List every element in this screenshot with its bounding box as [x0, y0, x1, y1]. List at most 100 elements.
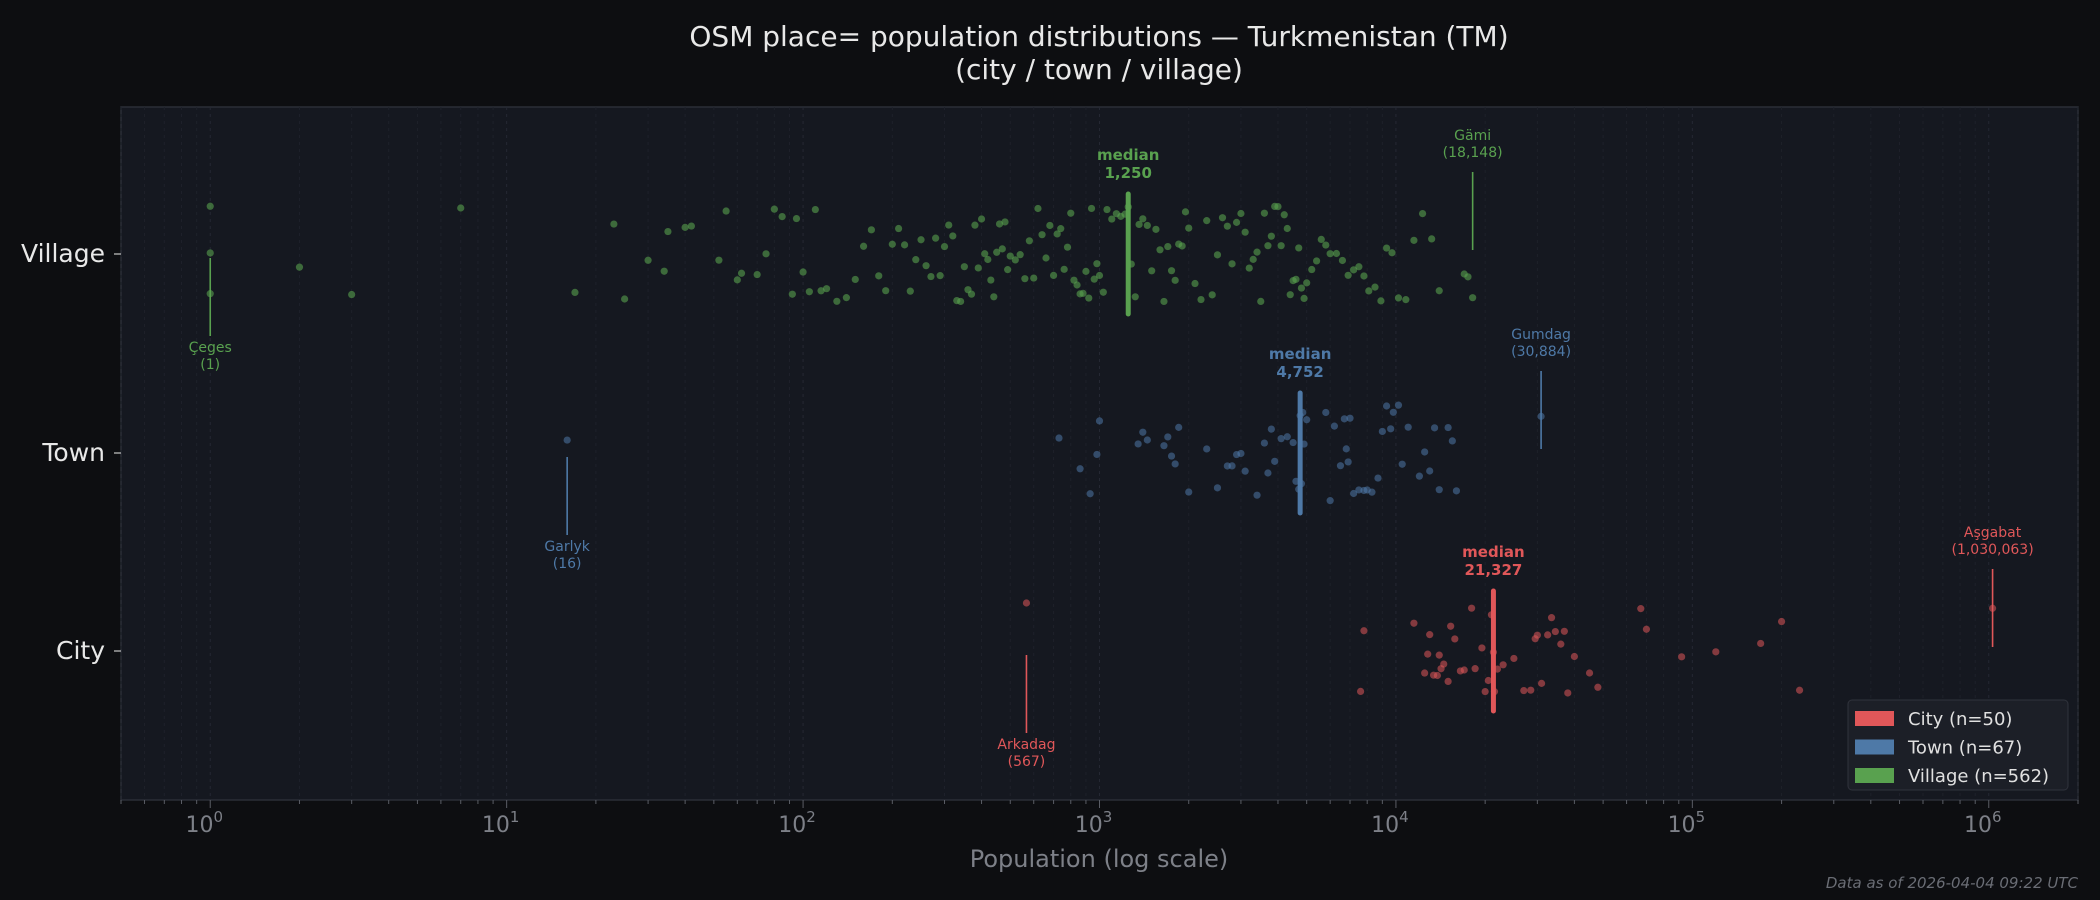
town-point [1346, 414, 1354, 422]
village-point [1181, 208, 1190, 216]
town-point [1241, 467, 1249, 475]
village-point [1402, 296, 1410, 304]
village-point [977, 215, 986, 223]
x-tick-label: 103 [1075, 808, 1113, 838]
village-point [621, 295, 629, 303]
village-point [1139, 215, 1147, 223]
village-point [687, 222, 695, 230]
village-point [1042, 254, 1050, 262]
village-point [1034, 204, 1042, 213]
town-point [1415, 472, 1423, 480]
village-point [1326, 250, 1334, 258]
village-point [778, 212, 786, 221]
village-point [1046, 221, 1054, 230]
village-point [1223, 222, 1231, 230]
town-point [1398, 460, 1406, 468]
village-point [981, 250, 989, 258]
village-point [917, 236, 925, 244]
village-point [1350, 266, 1358, 274]
town-point [1228, 462, 1236, 470]
village-max-value: (18,148) [1443, 145, 1503, 161]
city-point [1447, 622, 1455, 630]
city-point [1440, 660, 1448, 668]
city-max-value: (1,030,063) [1951, 542, 2033, 558]
village-point [957, 297, 965, 306]
village-point [660, 267, 668, 275]
village-point [1004, 266, 1012, 274]
village-point [1060, 265, 1068, 273]
village-point [681, 223, 689, 231]
village-point [1073, 281, 1081, 289]
village-point [984, 255, 992, 264]
town-point [1289, 438, 1297, 447]
town-median-value: 4,752 [1276, 363, 1323, 381]
village-point [1469, 294, 1477, 302]
footer-timestamp: Data as of 2026-04-04 09:22 UTC [1826, 874, 2079, 892]
city-point [1410, 619, 1418, 627]
village-point [882, 287, 890, 295]
village-point [805, 288, 813, 296]
village-point [940, 242, 949, 251]
village-point [1371, 283, 1379, 291]
village-point [1021, 275, 1029, 283]
city-point [1527, 686, 1535, 694]
village-point [571, 288, 579, 297]
village-point [936, 272, 944, 280]
village-point [1103, 205, 1111, 214]
village-point [1160, 297, 1168, 306]
legend-label-village: Village (n=562) [1908, 766, 2049, 787]
town-point [1076, 465, 1084, 473]
city-point [1560, 627, 1568, 635]
village-point [1283, 224, 1291, 233]
village-point [1267, 232, 1275, 240]
town-median-label: median [1269, 345, 1331, 363]
village-point [1213, 251, 1222, 259]
village-point [1025, 237, 1033, 245]
town-point [1452, 487, 1461, 495]
village-point [1067, 209, 1075, 217]
village-point [1257, 297, 1265, 306]
legend-label-city: City (n=50) [1908, 709, 2012, 730]
village-point [206, 249, 214, 257]
town-point [1253, 491, 1261, 499]
town-point [1203, 445, 1211, 453]
city-point [1544, 631, 1552, 639]
village-point [1131, 293, 1139, 301]
village-point [1085, 294, 1093, 302]
city-point [1424, 650, 1432, 658]
town-point [1342, 445, 1350, 453]
village-point [1418, 210, 1427, 218]
village-point [1280, 211, 1288, 219]
town-point [1277, 435, 1285, 443]
y-tick-label-village: Village [21, 239, 105, 268]
x-tick-label: 105 [1668, 808, 1706, 838]
village-point [912, 256, 920, 264]
city-point [1467, 604, 1476, 612]
village-point [894, 224, 903, 233]
village-point [1197, 295, 1205, 304]
town-point [1134, 440, 1142, 448]
village-point [1135, 220, 1143, 229]
village-point [295, 263, 304, 271]
town-point [1267, 425, 1275, 433]
village-point [987, 276, 995, 284]
city-point [1547, 614, 1556, 622]
village-median-value: 1,250 [1104, 164, 1151, 182]
city-median-value: 21,327 [1464, 561, 1522, 579]
city-point [1594, 683, 1602, 691]
city-point [1460, 666, 1468, 674]
village-point [1203, 217, 1211, 225]
x-tick-label: 104 [1371, 808, 1409, 838]
town-point [1374, 474, 1382, 482]
x-axis-label: Population (log scale) [970, 845, 1229, 873]
village-point [960, 263, 968, 271]
village-point [859, 242, 868, 250]
village-point [1312, 257, 1321, 265]
village-min-name: Çeges [189, 340, 232, 356]
village-point [1232, 218, 1241, 226]
legend-label-town: Town (n=67) [1907, 738, 2022, 759]
town-point [1394, 401, 1403, 409]
village-point [1464, 273, 1472, 281]
village-point [922, 262, 930, 270]
village-point [1167, 267, 1176, 275]
